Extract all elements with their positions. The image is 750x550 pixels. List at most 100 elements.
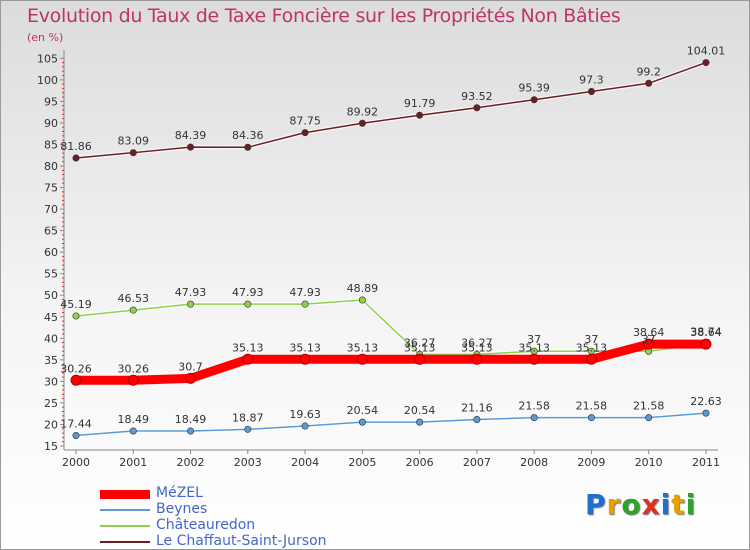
data-point-le-chaffaut-saint-jurson	[530, 96, 538, 104]
legend-swatch	[100, 509, 150, 511]
x-tick-label: 2003	[234, 456, 262, 469]
data-label-m-zel: 38.64	[690, 326, 722, 339]
data-label-m-zel: 35.13	[461, 341, 493, 354]
legend-label: Le Chaffaut-Saint-Jurson	[156, 533, 327, 549]
data-label-m-zel: 35.13	[518, 341, 550, 354]
data-label-beynes: 18.49	[175, 413, 207, 426]
data-label-le-chaffaut-saint-jurson: 83.09	[118, 135, 150, 148]
data-label-m-zel: 30.7	[178, 360, 203, 373]
y-tick-label: 45	[44, 311, 58, 324]
data-point-beynes	[72, 431, 80, 439]
data-point-le-chaffaut-saint-jurson	[702, 59, 710, 67]
x-tick-label: 2002	[177, 456, 205, 469]
x-tick-label: 2007	[463, 456, 491, 469]
legend-label: MéZEL	[156, 485, 203, 501]
data-label-m-zel: 35.13	[232, 341, 264, 354]
data-label-beynes: 22.63	[690, 395, 722, 408]
data-label-le-chaffaut-saint-jurson: 99.2	[636, 65, 661, 78]
proxiti-logo: Proxiti	[585, 488, 696, 521]
y-tick-label: 75	[44, 182, 58, 195]
data-label-le-chaffaut-saint-jurson: 97.3	[579, 73, 604, 86]
data-point-le-chaffaut-saint-jurson	[358, 119, 366, 127]
data-point-le-chaffaut-saint-jurson	[72, 154, 80, 162]
data-point-beynes	[702, 409, 710, 417]
data-point-m-zel	[700, 338, 712, 350]
data-point-beynes	[244, 425, 252, 433]
data-label-beynes: 21.58	[518, 400, 550, 413]
data-label-m-zel: 38.64	[633, 326, 665, 339]
series-line-ch-teauredon	[75, 299, 707, 356]
data-point-beynes	[301, 422, 309, 430]
legend-label: Beynes	[156, 501, 208, 517]
x-tick-label: 2010	[635, 456, 663, 469]
data-label-m-zel: 30.26	[60, 362, 92, 375]
brand-letter: i	[660, 488, 672, 521]
data-point-m-zel	[643, 338, 655, 350]
series-line-beynes	[75, 412, 707, 437]
y-tick-label: 65	[44, 225, 58, 238]
data-point-ch-teauredon	[358, 296, 366, 304]
data-label-ch-teauredon: 38.74	[690, 326, 722, 339]
data-point-beynes	[187, 427, 195, 435]
data-label-ch-teauredon: 47.93	[175, 286, 207, 299]
data-label-le-chaffaut-saint-jurson: 91.79	[404, 97, 436, 110]
x-tick-label: 2005	[348, 456, 376, 469]
data-label-le-chaffaut-saint-jurson: 89.92	[347, 105, 379, 118]
data-label-m-zel: 35.13	[347, 341, 379, 354]
series-line-m-zel	[76, 339, 706, 385]
data-point-beynes	[473, 415, 481, 423]
y-tick-label: 15	[44, 440, 58, 453]
legend-swatch	[100, 541, 150, 543]
y-tick-label: 50	[44, 289, 58, 302]
y-tick-label: 25	[44, 397, 58, 410]
data-point-beynes	[358, 418, 366, 426]
legend-swatch	[100, 489, 150, 499]
data-label-ch-teauredon: 37	[527, 333, 541, 346]
data-point-ch-teauredon	[244, 300, 252, 308]
data-label-beynes: 18.87	[232, 411, 264, 424]
y-tick-label: 100	[37, 74, 58, 87]
data-label-ch-teauredon: 36.27	[461, 336, 493, 349]
x-tick-label: 2008	[520, 456, 548, 469]
data-point-beynes	[416, 418, 424, 426]
data-label-beynes: 20.54	[347, 404, 379, 417]
data-point-ch-teauredon	[187, 300, 195, 308]
data-point-m-zel	[585, 353, 597, 365]
data-point-ch-teauredon	[72, 312, 80, 320]
data-point-le-chaffaut-saint-jurson	[645, 79, 653, 87]
data-label-ch-teauredon: 46.53	[118, 292, 150, 305]
y-tick-label: 80	[44, 160, 58, 173]
y-tick-label: 35	[44, 354, 58, 367]
legend-swatch	[100, 525, 150, 527]
data-label-ch-teauredon: 36.27	[404, 336, 436, 349]
series-halo-beynes	[75, 411, 707, 438]
data-labels: 81.86 83.09 84.39 84.36 87.75 89.92 91.79 93.52…	[60, 45, 725, 431]
data-point-beynes	[587, 414, 595, 422]
series-line-le-chaffaut-saint-jurson	[75, 61, 707, 159]
data-point-m-zel	[185, 372, 197, 384]
data-label-beynes: 21.16	[461, 401, 493, 414]
brand-letter: o	[621, 488, 642, 521]
brand-letter: x	[641, 488, 661, 521]
y-tick-label: 90	[44, 117, 58, 130]
series-layer	[70, 59, 712, 439]
data-point-beynes	[129, 427, 137, 435]
data-label-ch-teauredon: 37	[584, 333, 598, 346]
data-point-m-zel	[414, 353, 426, 365]
x-tick-label: 2000	[62, 456, 90, 469]
data-point-m-zel	[127, 374, 139, 386]
data-point-beynes	[530, 414, 538, 422]
legend-label: Châteauredon	[156, 517, 256, 533]
data-point-le-chaffaut-saint-jurson	[416, 111, 424, 119]
unit-label: (en %)	[27, 31, 64, 44]
chart-title: Evolution du Taux de Taxe Foncière sur l…	[27, 5, 621, 27]
brand-letter: r	[606, 488, 622, 521]
y-tick-label: 20	[44, 418, 58, 431]
data-point-ch-teauredon	[129, 306, 137, 314]
data-label-le-chaffaut-saint-jurson: 93.52	[461, 90, 493, 103]
data-label-beynes: 21.58	[576, 400, 608, 413]
data-point-m-zel	[356, 353, 368, 365]
brand-letter: P	[585, 488, 607, 521]
